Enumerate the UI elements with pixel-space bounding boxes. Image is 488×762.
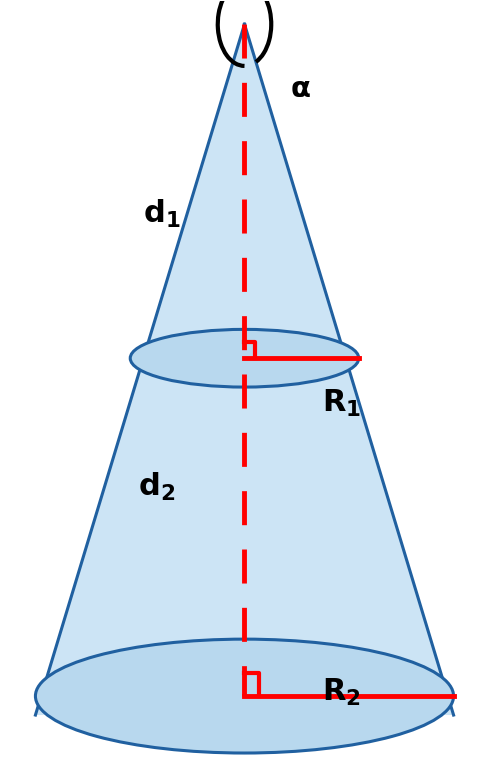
Text: $\mathbf{R_2}$: $\mathbf{R_2}$ [322,677,361,708]
Ellipse shape [35,639,453,753]
Text: $\mathbf{\alpha}$: $\mathbf{\alpha}$ [289,75,310,103]
Polygon shape [35,24,453,715]
Ellipse shape [130,329,358,387]
Text: $\mathbf{R_1}$: $\mathbf{R_1}$ [322,388,361,419]
Text: $\mathbf{d_1}$: $\mathbf{d_1}$ [143,198,180,230]
Text: $\mathbf{d_2}$: $\mathbf{d_2}$ [138,471,175,504]
